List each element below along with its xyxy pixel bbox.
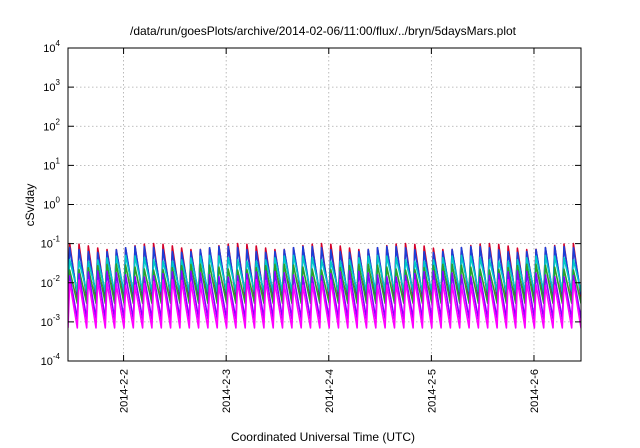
y-tick-label: 10-2 [41, 274, 61, 290]
chart-title: /data/run/goesPlots/archive/2014-02-06/1… [130, 24, 517, 38]
y-ticks: 104 103 102 101 100 10-1 10-2 10-3 10-4 [41, 39, 581, 368]
y-tick-label: 103 [43, 78, 60, 94]
series-line [68, 278, 581, 329]
y-axis-label: cSv/day [23, 184, 37, 227]
y-tick-label: 10-3 [41, 313, 61, 329]
y-tick-label: 104 [43, 39, 60, 55]
y-tick-label: 100 [43, 196, 60, 212]
x-ticks: 2014-2-2 2014-2-3 2014-2-4 2014-2-5 2014-2-6 [119, 48, 541, 413]
x-axis-label: Coordinated Universal Time (UTC) [231, 430, 415, 444]
x-tick-label: 2014-2-2 [119, 369, 131, 413]
y-tick-label: 102 [43, 117, 60, 133]
y-tick-label: 10-1 [41, 235, 61, 251]
y-tick-label: 101 [43, 156, 60, 172]
x-tick-label: 2014-2-4 [324, 369, 336, 413]
y-tick-label: 10-4 [41, 352, 61, 368]
data-series [68, 242, 581, 329]
x-tick-label: 2014-2-6 [529, 369, 541, 413]
x-tick-label: 2014-2-5 [426, 369, 438, 413]
x-tick-label: 2014-2-3 [221, 369, 233, 413]
